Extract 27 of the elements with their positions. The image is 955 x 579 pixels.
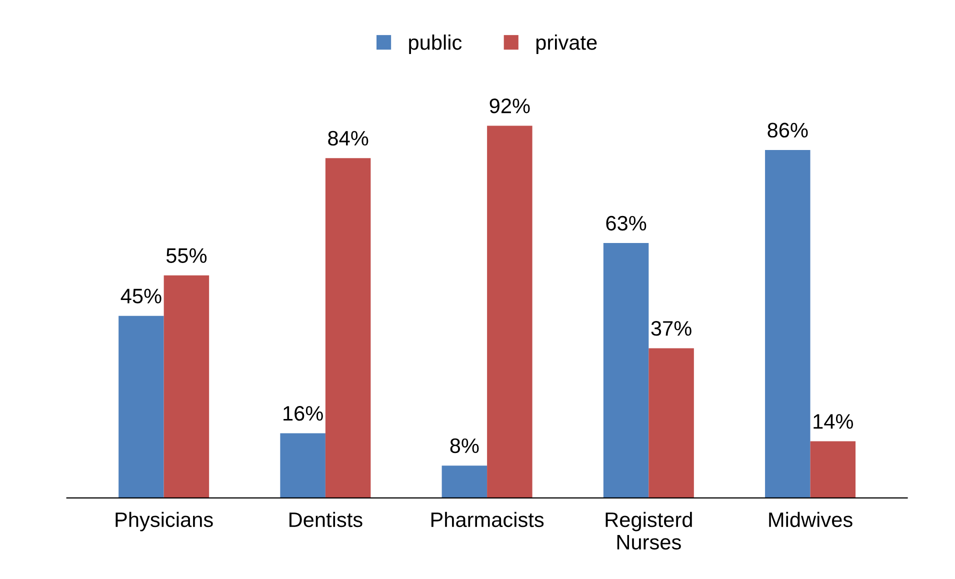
data-label: 63% [606,216,646,231]
bar [487,126,532,498]
data-label: 45% [120,288,162,304]
bar [118,316,164,498]
x-tick-label: Dentists [290,512,362,528]
data-label: 84% [328,130,368,146]
bar [603,243,649,498]
bar [164,275,210,498]
x-tick-label: Midwives [769,512,852,528]
data-label: 8% [450,438,479,454]
data-label: 14% [814,414,854,429]
bar [280,433,326,498]
x-tick-label: Physicians [116,512,213,532]
data-label: 16% [284,406,323,421]
bar [325,158,371,498]
x-tick-label: Pharmacists [431,512,544,528]
bar [765,150,810,498]
data-label: 86% [768,122,808,138]
x-tick-label: Registerd Nurses [606,512,692,550]
data-label: 92% [490,98,530,114]
legend-label: public [409,34,462,54]
data-label: 37% [651,321,692,336]
bar [442,466,488,498]
bar [810,441,856,498]
bar [648,348,694,498]
legend-label: private [536,34,597,54]
data-label: 55% [166,248,207,263]
